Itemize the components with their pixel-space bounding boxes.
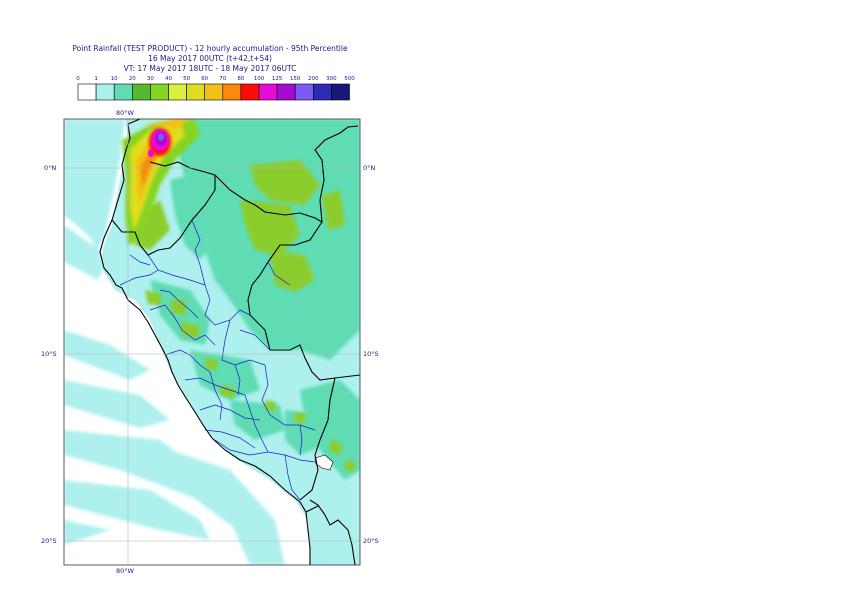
legend-tick-label: 60 — [201, 76, 208, 82]
lat-label-right-0: 0°N — [363, 164, 375, 172]
max-rainfall-core — [145, 119, 190, 157]
lon-label-top: 80°W — [116, 109, 135, 117]
lat-label-right-1: 10°S — [363, 350, 379, 358]
ocean-rainfall — [64, 119, 285, 565]
legend-tick-label: 200 — [308, 76, 319, 82]
lon-label-bottom: 80°W — [116, 567, 135, 575]
color-legend: 0 1 10 20 30 40 50 60 70 80 100 125 150 200 300 500 — [76, 76, 355, 101]
graticule — [64, 119, 360, 565]
lat-label-left-0: 0°N — [44, 164, 56, 172]
legend-tick-label: 300 — [326, 76, 337, 82]
legend-tick-label: 0 — [76, 76, 80, 82]
legend-tick-label: 40 — [165, 76, 172, 82]
title-line-2: 16 May 2017 00UTC (t+42,t+54) — [148, 54, 272, 63]
legend-tick-label: 1 — [94, 76, 98, 82]
legend-tick-label: 50 — [183, 76, 190, 82]
legend-tick-label: 70 — [219, 76, 226, 82]
legend-tick-label: 80 — [237, 76, 244, 82]
map-area — [64, 119, 360, 565]
map-frame — [63, 118, 361, 566]
legend-tick-label: 500 — [344, 76, 355, 82]
lat-label-left-2: 20°S — [41, 537, 57, 545]
legend-tick-label: 30 — [147, 76, 154, 82]
legend-tick-label: 125 — [272, 76, 283, 82]
legend-tick-label: 150 — [290, 76, 301, 82]
title-line-3: VT: 17 May 2017 18UTC - 18 May 2017 06UT… — [123, 64, 297, 73]
regional-borders — [119, 219, 316, 501]
legend-tick-label: 20 — [129, 76, 136, 82]
lat-label-right-2: 20°S — [363, 537, 379, 545]
title-line-1: Point Rainfall (TEST PRODUCT) - 12 hourl… — [72, 44, 348, 53]
lake-titicaca — [314, 454, 334, 471]
legend-tick-label: 10 — [111, 76, 118, 82]
legend-swatch — [331, 83, 350, 101]
legend-tick-label: 100 — [254, 76, 265, 82]
lat-label-left-1: 10°S — [41, 350, 57, 358]
